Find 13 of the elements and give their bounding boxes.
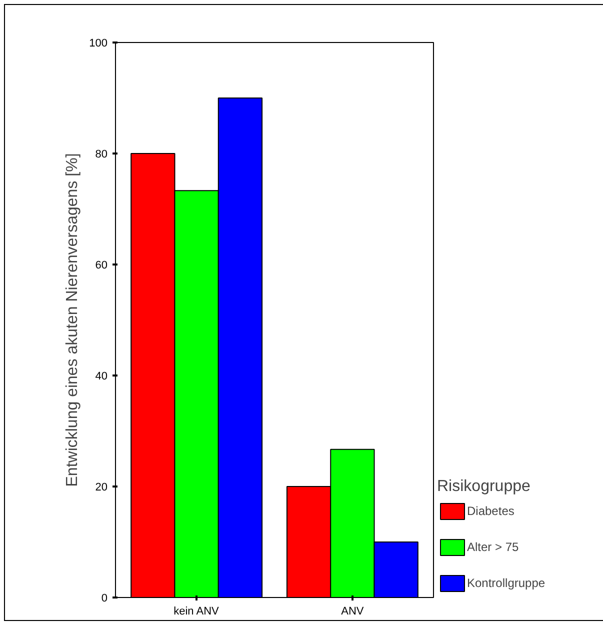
x-tick-label: kein ANV xyxy=(174,606,220,618)
y-tick-label: 100 xyxy=(89,38,108,50)
legend-label: Kontrollgruppe xyxy=(467,576,546,590)
y-tick-label: 40 xyxy=(95,370,108,382)
legend-label: Alter > 75 xyxy=(467,540,519,554)
y-tick-label: 20 xyxy=(95,482,108,494)
y-axis-title: Entwicklung eines akuten Nierenversagens [%] xyxy=(64,153,82,487)
x-tick-label: ANV xyxy=(341,606,364,618)
y-tick-label: 80 xyxy=(95,148,108,160)
y-tick-label: 0 xyxy=(101,592,108,604)
legend-title: Risikogruppe xyxy=(437,478,532,496)
y-tick-label: 60 xyxy=(95,260,108,272)
legend-label: Diabetes xyxy=(467,504,514,518)
